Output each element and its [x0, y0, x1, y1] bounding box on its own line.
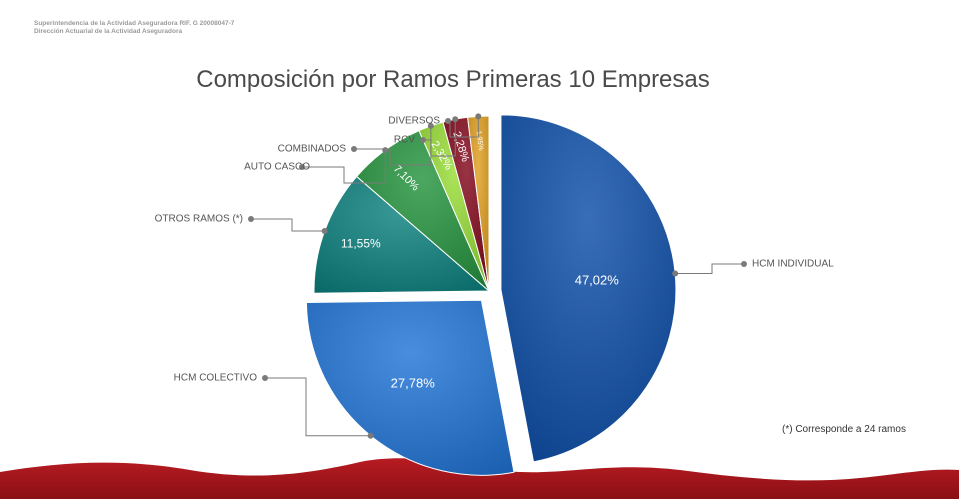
- data-label: 27,78%: [391, 376, 436, 391]
- callout-line: [302, 150, 386, 184]
- callout-dot: [445, 118, 451, 124]
- callout-dot: [262, 375, 268, 381]
- callout-dot: [452, 116, 459, 123]
- slice-hcm-individual: [500, 114, 677, 463]
- callout-line: [251, 218, 325, 232]
- callout-label: OTROS RAMOS (*): [155, 214, 243, 225]
- callout-dot: [382, 147, 389, 154]
- data-label: 47,02%: [575, 272, 620, 287]
- pie-slices: 47,02%27,78%11,55%7,10%2,32%2,28% 1,95%: [305, 114, 677, 476]
- callout-dot: [351, 146, 357, 152]
- callout-label: RCV: [394, 135, 415, 146]
- callout-line: [423, 119, 456, 157]
- callout-dot: [475, 113, 482, 120]
- callout-label: COMBINADOS: [278, 144, 347, 155]
- data-label: 1,95%: [475, 131, 485, 152]
- callout-label: AUTO CASCO: [244, 162, 310, 173]
- data-label: 11,55%: [341, 236, 381, 250]
- callout-line: [265, 377, 371, 437]
- chart-title: Composición por Ramos Primeras 10 Empres…: [196, 66, 710, 93]
- callout-dot: [299, 164, 305, 170]
- callout-label: HCM COLECTIVO: [174, 373, 258, 384]
- callout-dot: [367, 432, 374, 439]
- callout-dot: [672, 270, 679, 277]
- callout-label: DIVERSOS: [388, 116, 440, 127]
- callout-dot: [248, 216, 254, 222]
- header-line-1: Superintendencia de la Actividad Asegura…: [34, 20, 235, 27]
- callout-line: [675, 263, 744, 275]
- callout-dot: [427, 122, 434, 129]
- callout-label: HCM INDIVIDUAL: [752, 259, 834, 270]
- callouts: HCM INDIVIDUAL HCM COLECTIVO OTROS RAMOS (…: [155, 113, 834, 439]
- callout-dot: [321, 227, 328, 234]
- bottom-wave: [0, 458, 959, 499]
- footnote: (*) Corresponde a 24 ramos: [782, 424, 906, 435]
- header: Superintendencia de la Actividad Asegura…: [34, 20, 234, 36]
- callout-dot: [420, 137, 426, 143]
- callout-dot: [741, 261, 747, 267]
- header-line-2: Dirección Actuarial de la Actividad Aseg…: [34, 28, 183, 35]
